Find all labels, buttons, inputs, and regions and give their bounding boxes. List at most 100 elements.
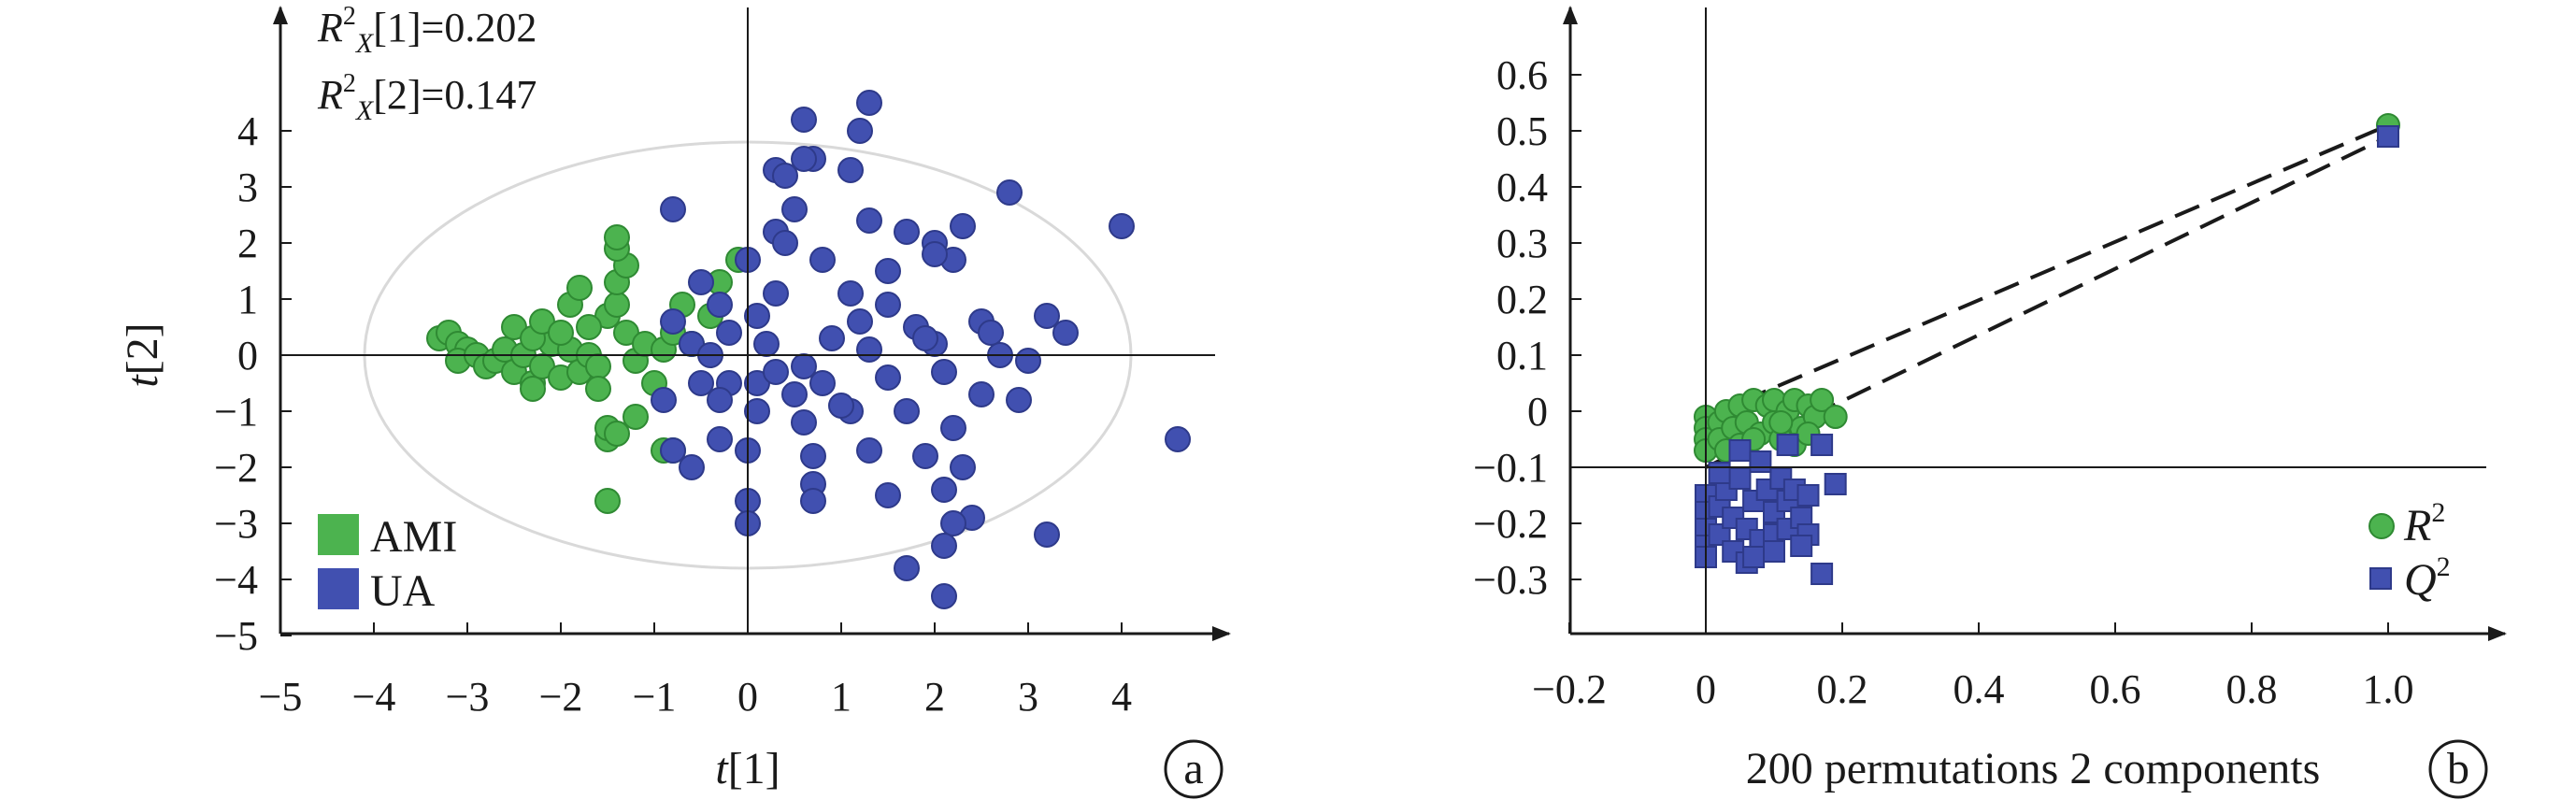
ami-point-12: [520, 376, 546, 402]
ua-point-33: [660, 308, 686, 335]
legend-label-q2: Q2: [2404, 551, 2451, 605]
ua-point-8: [660, 196, 686, 222]
x-axis-label: t[1]: [715, 744, 780, 793]
q2-point-27: [1810, 563, 1834, 585]
ua-point-72: [800, 488, 826, 514]
ua-point-78: [1165, 426, 1191, 452]
panel-a-tick-labels: −5 −4 −3 −2 −1 0 1 2 3 4 4 3 2 1 0 −1 −2 −3 −4 −5: [214, 108, 1132, 720]
ami-point-49: [604, 224, 630, 250]
ua-point-0: [856, 90, 882, 116]
ua-point-27: [837, 280, 864, 307]
y-tick-label-8: −4: [214, 557, 258, 603]
x-tick-label-2: −3: [446, 674, 490, 720]
ua-point-61: [800, 443, 826, 469]
x-tick-label-5: 0: [737, 674, 758, 720]
y-tick-label-5: −1: [214, 389, 258, 435]
panel-b-permutation: −0.2 0 0.2 0.4 0.6 0.8 1.0 0.6 0.5 0.4 0.3 0.2 0.1 0 −…: [1473, 6, 2507, 799]
y-tick-label-b-0: 0.6: [1496, 52, 1548, 98]
y-tick-label-b-7: −0.1: [1473, 445, 1548, 491]
ua-point-83: [828, 393, 854, 419]
x-axis-label-b: 200 permutations 2 components: [1746, 744, 2321, 793]
ua-point-2: [791, 107, 817, 133]
ua-point-75: [894, 555, 920, 581]
ua-point-84: [912, 325, 938, 351]
ami-point-51: [576, 314, 602, 340]
ua-point-45: [781, 381, 808, 407]
ua-point-42: [688, 370, 714, 396]
q2-point-26: [1810, 434, 1834, 456]
panel-b-axes: [1563, 6, 2507, 641]
ua-point-64: [950, 454, 976, 480]
ua-point-32: [1052, 320, 1079, 346]
ua-point-63: [912, 443, 938, 469]
ua-point-74: [931, 533, 957, 559]
ua-point-73: [940, 510, 966, 536]
ami-point-36: [585, 376, 611, 402]
y-tick-label-0: 4: [237, 108, 258, 154]
ua-point-57: [940, 415, 966, 441]
ua-point-6: [837, 157, 864, 183]
y-tick-label-4: 0: [237, 333, 258, 379]
y-tick-label-7: −3: [214, 501, 258, 547]
x-tick-label-6: 1: [831, 674, 852, 720]
ua-point-47: [875, 364, 901, 391]
x-tick-label-9: 4: [1111, 674, 1132, 720]
q2-point-31: [1749, 450, 1772, 473]
y-tick-label-6: −2: [214, 445, 258, 491]
x-tick-label-b-3: 0.4: [1953, 666, 2005, 712]
x-tick-label-b-6: 1.0: [2363, 666, 2414, 712]
ua-point-58: [660, 437, 686, 464]
ua-point-11: [856, 207, 882, 234]
q2-point-35: [1790, 535, 1813, 557]
ua-point-15: [996, 179, 1023, 206]
ua-point-18: [809, 247, 836, 273]
ua-point-48: [931, 359, 957, 385]
q2-point-33: [1742, 546, 1766, 568]
ami-point-50: [548, 320, 574, 346]
ua-point-1: [847, 118, 873, 144]
q2-point-11: [1728, 467, 1752, 490]
ua-point-25: [744, 303, 770, 329]
legend-swatch-ami: [318, 514, 359, 555]
x-tick-label-b-1: 0: [1696, 666, 1716, 712]
x-tick-label-b-4: 0.6: [2090, 666, 2141, 712]
ua-point-51: [651, 387, 677, 413]
ua-point-24: [707, 292, 733, 318]
ua-point-56: [894, 398, 920, 424]
panel-label-a: a: [1183, 744, 1203, 793]
y-tick-label-b-3: 0.3: [1496, 221, 1548, 266]
ua-point-65: [679, 454, 705, 480]
ua-point-77: [1034, 521, 1060, 548]
r2-point-23: [1810, 388, 1835, 412]
annotation-r2x1: R2X[1]=0.202: [317, 2, 537, 59]
ua-point-21: [922, 241, 948, 267]
ua-point-28: [875, 292, 901, 318]
x-tick-label-0: −5: [259, 674, 303, 720]
ami-point-43: [594, 488, 621, 514]
ua-point-50: [1006, 387, 1032, 413]
ua-point-85: [978, 320, 1004, 346]
ami-point-22: [585, 353, 611, 379]
ua-point-7: [791, 146, 817, 172]
ua-point-52: [707, 387, 733, 413]
ua-point-37: [819, 325, 845, 351]
panel-b-tick-labels: −0.2 0 0.2 0.4 0.6 0.8 1.0 0.6 0.5 0.4 0.3 0.2 0.1 0 −…: [1473, 52, 2413, 712]
q2-point-34: [1763, 540, 1785, 563]
r2-point-24: [1823, 405, 1848, 429]
ua-point-49: [968, 381, 995, 407]
ua-point-5: [772, 163, 798, 189]
x-tick-label-8: 3: [1018, 674, 1038, 720]
ua-point-38: [856, 336, 882, 363]
ua-point-17: [772, 230, 798, 256]
ua-point-59: [707, 426, 733, 452]
ua-point-53: [744, 398, 770, 424]
ua-point-68: [875, 482, 901, 508]
legend-label-ua: UA: [370, 566, 436, 616]
y-tick-label-9: −5: [214, 613, 258, 659]
ua-point-26: [763, 280, 789, 307]
ua-point-9: [781, 196, 808, 222]
q2-point-0: [2377, 125, 2399, 148]
ua-point-54: [791, 409, 817, 436]
